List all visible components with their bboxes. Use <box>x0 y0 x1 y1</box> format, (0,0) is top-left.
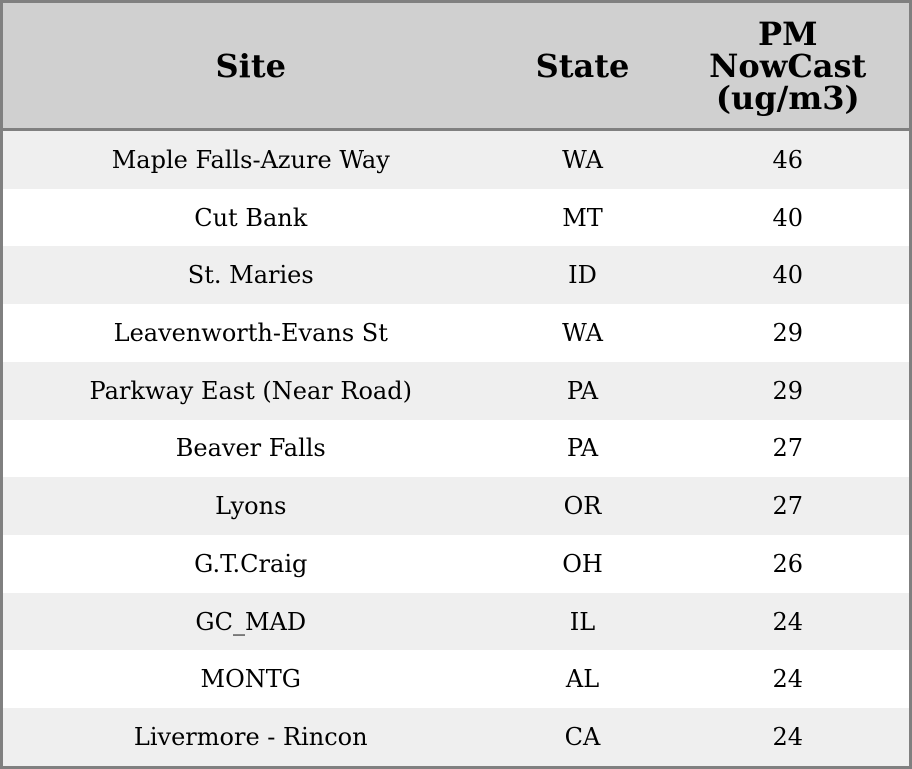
cell-site: GC_MAD <box>1 592 499 651</box>
cell-state: AL <box>498 650 667 709</box>
table-row: Maple Falls-Azure Way WA 46 <box>1 129 911 189</box>
cell-pm: 27 <box>666 419 911 478</box>
cell-state: CA <box>498 708 667 768</box>
cell-state: OH <box>498 535 667 593</box>
cell-pm: 29 <box>666 304 911 362</box>
cell-site: Parkway East (Near Road) <box>1 361 499 420</box>
cell-site: MONTG <box>1 650 499 709</box>
cell-pm: 24 <box>666 592 911 651</box>
cell-site: Maple Falls-Azure Way <box>1 129 499 189</box>
cell-pm: 40 <box>666 246 911 305</box>
cell-site: G.T.Craig <box>1 535 499 593</box>
cell-state: PA <box>498 419 667 478</box>
cell-state: ID <box>498 246 667 305</box>
cell-pm: 24 <box>666 708 911 768</box>
cell-site: Lyons <box>1 477 499 536</box>
table-row: Livermore - Rincon CA 24 <box>1 708 911 768</box>
cell-pm: 46 <box>666 129 911 189</box>
cell-pm: 24 <box>666 650 911 709</box>
table-row: St. Maries ID 40 <box>1 246 911 305</box>
header-state: State <box>498 1 667 131</box>
table-row: Cut Bank MT 40 <box>1 188 911 247</box>
cell-state: WA <box>498 304 667 362</box>
table-row: GC_MAD IL 24 <box>1 592 911 651</box>
cell-pm: 26 <box>666 535 911 593</box>
table-row: Parkway East (Near Road) PA 29 <box>1 361 911 420</box>
header-site: Site <box>1 1 499 131</box>
cell-state: WA <box>498 129 667 189</box>
cell-site: St. Maries <box>1 246 499 305</box>
cell-pm: 29 <box>666 361 911 420</box>
cell-state: MT <box>498 188 667 247</box>
cell-site: Cut Bank <box>1 188 499 247</box>
cell-state: OR <box>498 477 667 536</box>
cell-site: Beaver Falls <box>1 419 499 478</box>
cell-site: Leavenworth-Evans St <box>1 304 499 362</box>
table-row: Lyons OR 27 <box>1 477 911 536</box>
header-pm: PM NowCast (ug/m3) <box>666 1 911 131</box>
table-row: MONTG AL 24 <box>1 650 911 709</box>
header-row: Site State PM NowCast (ug/m3) <box>1 1 911 131</box>
cell-pm: 27 <box>666 477 911 536</box>
cell-state: PA <box>498 361 667 420</box>
table-row: Beaver Falls PA 27 <box>1 419 911 478</box>
cell-pm: 40 <box>666 188 911 247</box>
table-row: G.T.Craig OH 26 <box>1 535 911 593</box>
cell-site: Livermore - Rincon <box>1 708 499 768</box>
cell-state: IL <box>498 592 667 651</box>
table-row: Leavenworth-Evans St WA 29 <box>1 304 911 362</box>
